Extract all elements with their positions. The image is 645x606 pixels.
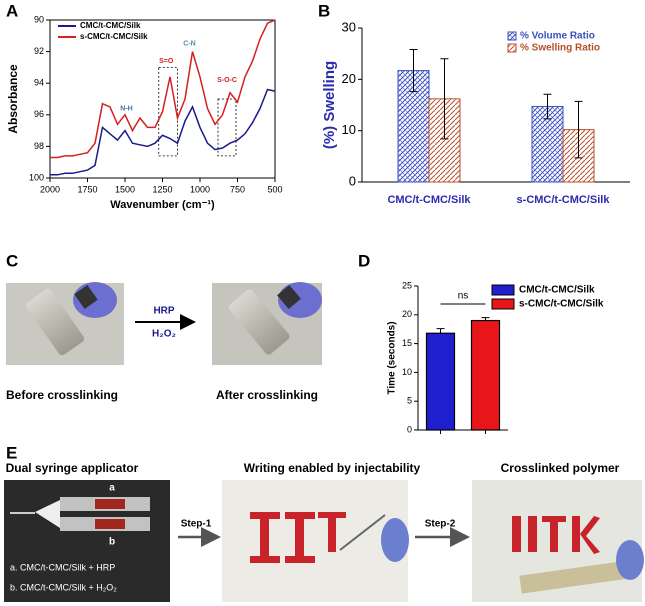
y-tick-label: 5 (407, 396, 412, 406)
plot-frame (49, 19, 276, 179)
annotation: S=O (159, 58, 174, 65)
panel-label: B (318, 1, 330, 20)
legend-swatch (491, 298, 515, 310)
reagent: HRP (153, 306, 174, 317)
panel-label: E (6, 443, 17, 462)
x-tick-label: 1750 (77, 184, 97, 194)
photo-title: Crosslinked polymer (501, 461, 620, 475)
line (50, 19, 276, 159)
y-tick-label: 98 (34, 141, 44, 151)
annotation: N-H (120, 105, 132, 112)
bar (531, 106, 564, 183)
legend-swatch (507, 43, 517, 53)
y-tick-label: 20 (342, 71, 356, 86)
caption: Before crosslinking (6, 388, 118, 402)
panel-label: D (358, 251, 370, 270)
y-tick-label: 30 (342, 19, 356, 34)
panel-label: C (6, 251, 18, 270)
photo-after (212, 282, 322, 365)
y-tick-label: 0 (407, 424, 412, 434)
y-axis-label: Absorbance (6, 64, 20, 134)
x-tick-label: s-CMC/t-CMC/Silk (517, 194, 611, 206)
y-tick-label: 100 (29, 172, 44, 182)
error-bar (436, 328, 445, 334)
syringe-legend: a. CMC/t-CMC/Silk + HRP (10, 562, 115, 572)
x-tick-label: 1500 (115, 184, 135, 194)
y-tick-label: 94 (34, 78, 44, 88)
legend-label: CMC/t-CMC/Silk (80, 21, 141, 30)
y-tick-label: 15 (402, 338, 412, 348)
legend-swatch (491, 284, 515, 296)
y-tick-label: 90 (34, 14, 44, 24)
x-tick-label: 2000 (40, 184, 60, 194)
photo-crosslinked (472, 480, 644, 602)
error-bar (574, 100, 583, 159)
y-tick-label: 92 (34, 46, 44, 56)
error-bar (409, 49, 418, 93)
step-label: Step-2 (425, 519, 456, 530)
error-bar (481, 317, 490, 321)
y-tick-label: 20 (402, 309, 412, 319)
x-axis-label: Wavenumber (cm⁻¹) (110, 199, 215, 211)
y-tick-label: 0 (349, 173, 356, 188)
y-axis-label: (%) Swelling (321, 61, 338, 149)
x-tick-label: 1250 (152, 184, 172, 194)
syringe-legend: b. CMC/t-CMC/Silk + H₂O₂ (10, 582, 117, 592)
y-tick-label: 10 (402, 367, 412, 377)
reagent: H₂O₂ (152, 329, 176, 340)
photo-title: Dual syringe applicator (6, 461, 139, 475)
legend-swatch (507, 31, 517, 41)
legend-label: s-CMC/t-CMC/Silk (519, 299, 604, 310)
y-tick-label: 10 (342, 122, 356, 137)
photo-title: Writing enabled by injectability (244, 461, 421, 475)
error-bar (440, 58, 449, 140)
line (50, 88, 276, 176)
x-tick-label: 750 (230, 184, 245, 194)
error-bar (543, 93, 552, 120)
y-tick-label: 25 (402, 280, 412, 290)
highlight-box (158, 67, 178, 157)
annotation: ns (458, 291, 469, 302)
x-tick-label: 500 (267, 184, 282, 194)
syringe-label: a (109, 483, 115, 494)
y-tick-label: 96 (34, 109, 44, 119)
photo-before (6, 282, 124, 365)
bar (425, 332, 456, 431)
x-tick-label: CMC/t-CMC/Silk (387, 194, 471, 206)
y-axis-label: Time (seconds) (387, 321, 398, 394)
legend-label: % Volume Ratio (520, 31, 595, 42)
legend-label: s-CMC/t-CMC/Silk (80, 32, 148, 41)
photo-writing (222, 480, 409, 602)
photo-syringe (4, 480, 170, 602)
step-label: Step-1 (181, 519, 212, 530)
panel-label: A (6, 1, 18, 20)
highlight-box (217, 98, 237, 157)
annotation: C-N (183, 41, 195, 48)
caption: After crosslinking (216, 388, 318, 402)
bar (470, 319, 501, 431)
legend-label: % Swelling Ratio (520, 43, 600, 54)
x-tick-label: 1000 (190, 184, 210, 194)
annotation: S-O-C (217, 77, 237, 84)
legend-label: CMC/t-CMC/Silk (519, 285, 595, 296)
syringe-label: b (109, 537, 115, 548)
